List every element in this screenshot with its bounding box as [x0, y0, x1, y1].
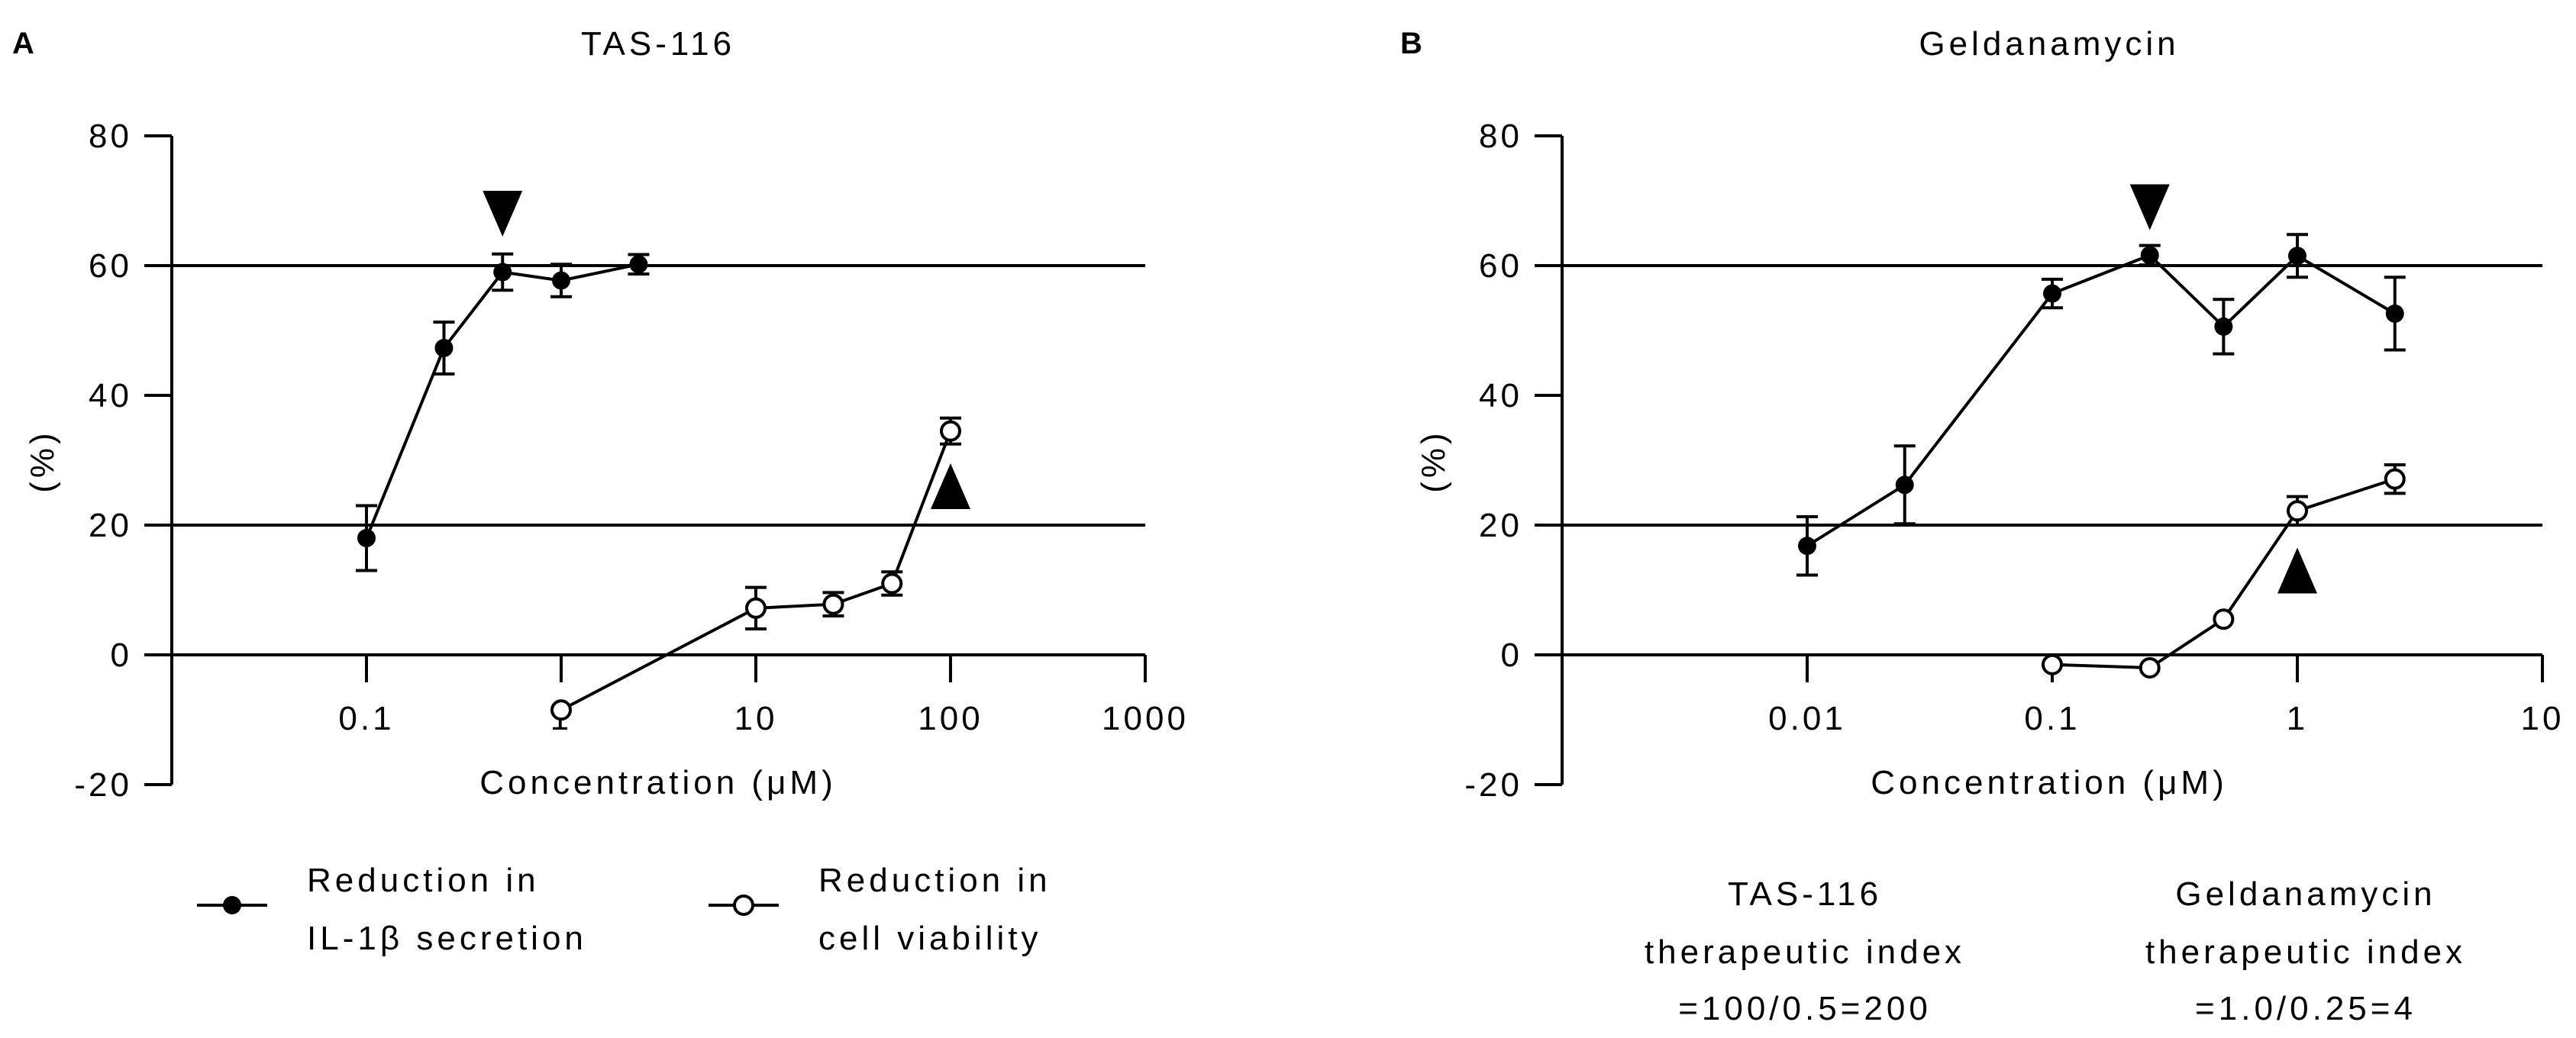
panel-b-il1b-point	[2385, 304, 2404, 323]
panel-a-xlabel: Concentration (μM)	[479, 764, 836, 801]
panel-b-x-tick-label: 1	[2287, 700, 2308, 737]
legend-filled-text-2: IL-1β secretion	[307, 920, 587, 957]
panel-a-ylabel: (%)	[24, 429, 61, 492]
panel-a-y-tick-label: 20	[89, 507, 132, 544]
panel-b-y-tick-label: 0	[1501, 637, 1522, 674]
panel-a-il1b-point	[357, 529, 376, 547]
panel-b-ylabel: (%)	[1415, 429, 1452, 492]
ti-gel-line1: Geldanamycin	[2175, 875, 2436, 913]
legend-open-marker	[733, 895, 754, 916]
panel-b-viability-point	[2384, 468, 2406, 490]
panel-a-x-tick-label: 0.1	[338, 700, 394, 737]
panel-b-il1b-point	[1798, 537, 1816, 556]
therapeutic-index: TAS-116 therapeutic index =100/0.5=200 G…	[1645, 875, 2466, 1027]
panel-b-il1b-line	[1806, 253, 2396, 547]
panel-b-x-tick-label: 0.1	[2024, 700, 2080, 737]
panel-b-up-triangle-marker	[2277, 547, 2317, 594]
panel-a-il1b-point	[493, 263, 512, 282]
ti-gel-line3: =1.0/0.25=4	[2195, 990, 2416, 1027]
legend-open-text-2: cell viability	[818, 920, 1042, 957]
panel-a-label: A	[12, 27, 34, 60]
panel-b-down-triangle-marker	[2129, 184, 2170, 230]
panel-b-plot: -20 0 20 40 60 80 0.01 0.1 1 10	[1464, 118, 2565, 804]
panel-a-down-triangle-marker	[483, 191, 523, 237]
panel-b-y-tick-label: 40	[1479, 377, 1522, 414]
legend: Reduction in IL-1β secretion Reduction i…	[197, 862, 1051, 957]
ti-tas-line3: =100/0.5=200	[1678, 990, 1932, 1027]
panel-b-viability-line	[2051, 477, 2396, 670]
panel-b-y-tick-label: -20	[1464, 766, 1522, 804]
ti-tas-line1: TAS-116	[1728, 875, 1882, 913]
panel-b-label: B	[1400, 27, 1422, 60]
panel-a-x-tick-label: 10	[734, 700, 778, 737]
legend-open-text-1: Reduction in	[818, 862, 1051, 899]
panel-b-viability-point	[2042, 653, 2063, 675]
panel-b-title: Geldanamycin	[1919, 25, 2179, 63]
panel-b-il1b-point	[2288, 247, 2306, 266]
panel-a-y-tick-label: -20	[74, 766, 132, 804]
panel-b-il1b-point	[2214, 317, 2233, 336]
ti-gel-line2: therapeutic index	[2145, 933, 2466, 971]
panel-a-up-triangle-marker	[931, 463, 970, 509]
ti-tas-line2: therapeutic index	[1645, 933, 1965, 971]
panel-a-y-tick-label: 0	[111, 637, 132, 674]
legend-filled-marker	[223, 896, 241, 914]
panel-a-il1b-line	[365, 263, 639, 539]
panel-a-viability-point	[822, 593, 844, 615]
panel-a-y-tick-label: 80	[89, 118, 132, 155]
panel-b-y-tick-label: 80	[1479, 118, 1522, 155]
panel-b-y-tick-label: 20	[1479, 507, 1522, 544]
panel-a-x-tick-label: 1000	[1102, 700, 1189, 737]
panel-b-viability-point	[2287, 500, 2308, 522]
panel-a-y-tick-label: 40	[89, 377, 132, 414]
panel-a-viability-point	[881, 572, 903, 595]
panel-b-il1b-point	[2140, 246, 2159, 265]
panel-b-x-tick-label: 10	[2521, 700, 2565, 737]
panel-a-viability-point	[745, 597, 767, 619]
panel-b-y-tick-label: 60	[1479, 247, 1522, 285]
panel-b-xlabel: Concentration (μM)	[1871, 764, 2227, 801]
panel-b-viability-point	[2213, 608, 2235, 630]
panel-a-y-tick-label: 60	[89, 247, 132, 285]
panel-a-viability-point	[940, 420, 961, 442]
panel-a-il1b-point	[629, 255, 648, 274]
panel-b-x-tick-label: 0.01	[1768, 700, 1846, 737]
legend-filled-text-1: Reduction in	[307, 862, 540, 899]
panel-a-title: TAS-116	[581, 25, 735, 63]
panel-a-il1b-point	[434, 338, 454, 357]
panel-a-il1b-point	[552, 271, 570, 290]
panel-a-x-tick-label: 100	[918, 700, 983, 737]
panel-b-il1b-point	[1895, 475, 1914, 495]
panel-b-il1b-point	[2043, 284, 2061, 303]
panel-b-viability-point	[2139, 657, 2161, 679]
panel-a-viability-point	[550, 699, 572, 721]
